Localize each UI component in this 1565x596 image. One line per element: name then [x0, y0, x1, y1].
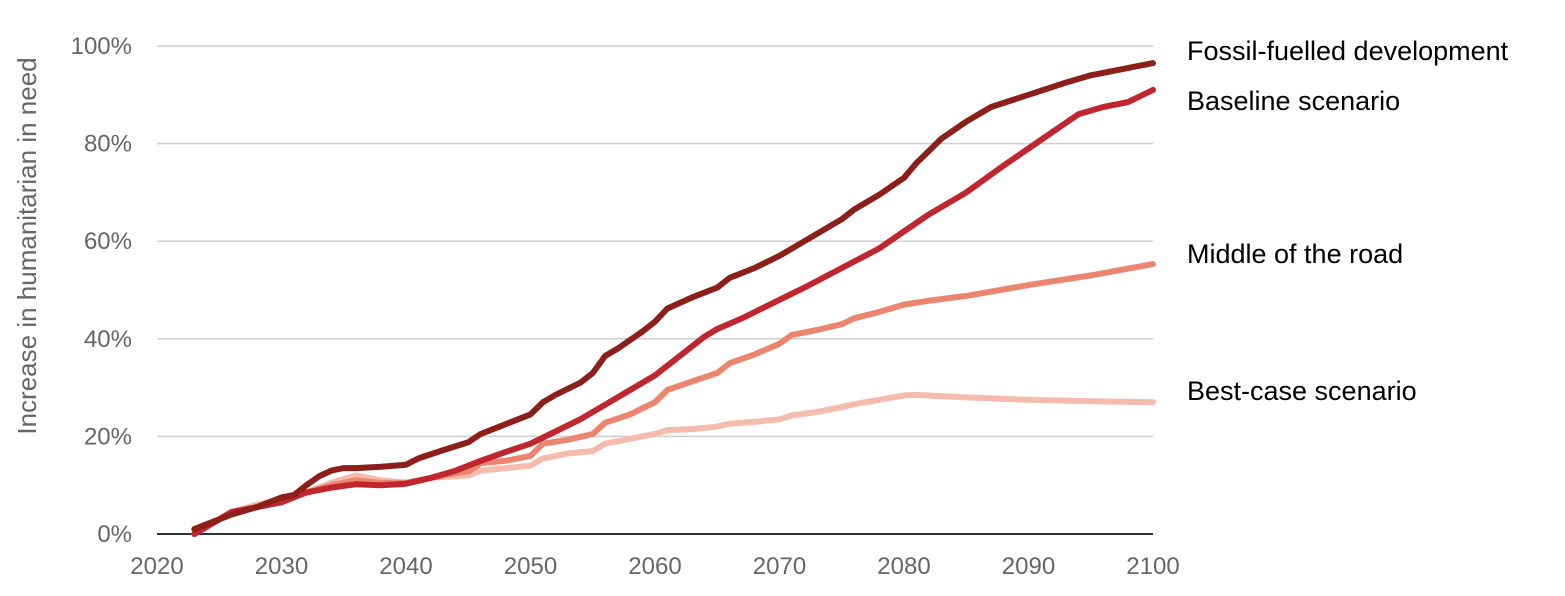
series-line-2 [191, 86, 1156, 537]
y-tick-label: 80% [84, 131, 132, 158]
x-tick-label: 2100 [1126, 553, 1179, 580]
y-tick-label: 20% [84, 423, 132, 450]
series-line-0 [191, 391, 1156, 537]
x-tick-label: 2040 [379, 553, 432, 580]
series-label-0: Best-case scenario [1187, 376, 1417, 406]
x-tick-label: 2060 [628, 553, 681, 580]
y-tick-label: 0% [97, 521, 132, 548]
gridlines [157, 45, 1153, 438]
series-lines [191, 60, 1156, 537]
series-labels: Best-case scenario Middle of the road Base… [1187, 36, 1509, 406]
y-tick-label: 40% [84, 326, 132, 353]
x-tick-labels: 2020 2030 2040 2050 2060 2070 2080 2090 2100 [130, 553, 1179, 580]
series-label-1: Middle of the road [1187, 239, 1403, 269]
y-tick-label: 100% [71, 33, 132, 60]
series-label-3: Fossil-fuelled development [1187, 36, 1509, 66]
y-tick-label: 60% [84, 228, 132, 255]
series-line-3 [191, 60, 1156, 533]
y-axis-title: Increase in humanitarian in need [12, 57, 42, 434]
x-tick-label: 2020 [130, 553, 183, 580]
x-tick-label: 2090 [1002, 553, 1055, 580]
x-tick-label: 2050 [504, 553, 557, 580]
x-tick-label: 2080 [877, 553, 930, 580]
y-tick-labels: 0% 20% 40% 60% 80% 100% [71, 33, 132, 548]
series-label-2: Baseline scenario [1187, 86, 1400, 116]
x-tick-label: 2070 [753, 553, 806, 580]
x-tick-label: 2030 [255, 553, 308, 580]
